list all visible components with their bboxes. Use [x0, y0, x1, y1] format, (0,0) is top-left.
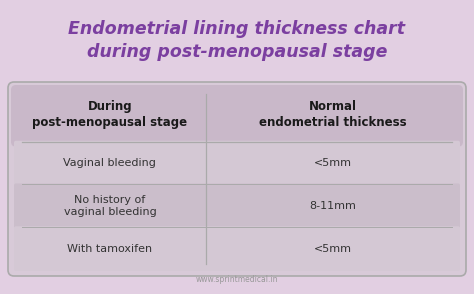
FancyBboxPatch shape [11, 85, 463, 147]
FancyBboxPatch shape [8, 82, 466, 276]
Text: Normal
endometrial thickness: Normal endometrial thickness [259, 100, 407, 129]
FancyBboxPatch shape [14, 141, 460, 186]
Text: www.sprintmedical.in: www.sprintmedical.in [196, 275, 278, 284]
Text: With tamoxifen: With tamoxifen [67, 244, 153, 254]
FancyBboxPatch shape [14, 226, 460, 271]
Text: During
post-menopausal stage: During post-menopausal stage [32, 100, 187, 129]
Text: Endometrial lining thickness chart
during post-menopausal stage: Endometrial lining thickness chart durin… [69, 20, 405, 61]
Text: <5mm: <5mm [314, 158, 352, 168]
FancyBboxPatch shape [14, 183, 460, 228]
Text: No history of
vaginal bleeding: No history of vaginal bleeding [64, 195, 156, 217]
Text: 8-11mm: 8-11mm [310, 201, 356, 211]
Text: <5mm: <5mm [314, 244, 352, 254]
Text: Vaginal bleeding: Vaginal bleeding [64, 158, 156, 168]
